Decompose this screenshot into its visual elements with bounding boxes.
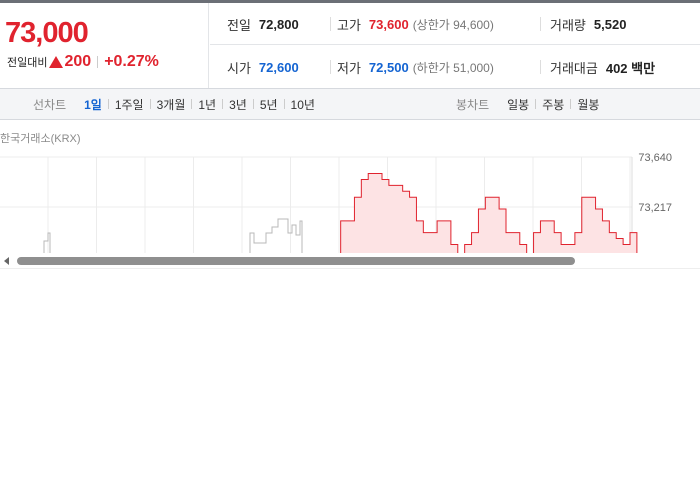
quote-details: 전일 72,800 고가 73,600 (상한가 94,600) 거래량 5,5… (210, 3, 700, 88)
tab-monthly-candle[interactable]: 월봉 (577, 97, 600, 112)
divider (97, 56, 99, 68)
y-tick-label: 73,217 (638, 202, 672, 214)
amount-cell: 거래대금 402 백만 (550, 46, 655, 88)
line-chart-title: 선차트 (33, 97, 67, 112)
amount-value: 402 백만 (605, 60, 656, 76)
tab-1w[interactable]: 1주일 (114, 97, 144, 112)
change-amount: 200 (64, 53, 92, 70)
divider (535, 99, 537, 109)
volume-cell: 거래량 5,520 (550, 3, 626, 45)
quote-row-2: 시가 72,600 저가 72,500 (하한가 51,000) 거래대금 40… (210, 46, 700, 88)
divider (191, 99, 193, 109)
prev-line-segment (43, 232, 51, 269)
quote-row-1: 전일 72,800 고가 73,600 (상한가 94,600) 거래량 5,5… (210, 3, 700, 45)
price-area (319, 173, 638, 269)
tab-3m[interactable]: 3개월 (156, 97, 186, 112)
low-label: 저가 (337, 60, 361, 76)
candle-chart-title: 봉차트 (456, 97, 490, 112)
open-cell: 시가 72,600 (227, 46, 299, 88)
prev-day-line (43, 218, 303, 269)
upper-limit: (상한가 94,600) (412, 17, 494, 32)
divider (330, 60, 331, 74)
chart-period-tabs: 선차트 1일 1주일 3개월 1년 3년 5년 10년 봉차트 일봉 주봉 월봉 (0, 89, 700, 120)
top-border (0, 0, 700, 3)
y-axis-ticks: 73,640 73,217 (638, 152, 672, 214)
prev-close-value: 72,800 (258, 16, 299, 32)
chart-scrollbar[interactable] (0, 253, 700, 269)
change-percent: +0.27% (104, 53, 159, 70)
prev-close-cell: 전일 72,800 (227, 3, 299, 45)
up-triangle-icon (49, 56, 64, 68)
divider (330, 17, 331, 31)
tab-daily-candle[interactable]: 일봉 (507, 97, 530, 112)
y-tick-label: 73,640 (638, 152, 672, 164)
tab-1y[interactable]: 1년 (198, 97, 217, 112)
divider (107, 99, 109, 109)
price-change: 전일대비 200 +0.27% (7, 53, 159, 71)
divider (222, 99, 224, 109)
volume-label: 거래량 (550, 17, 586, 33)
tab-1d[interactable]: 1일 (84, 97, 102, 112)
price-series-area (319, 173, 638, 269)
divider (252, 99, 254, 109)
divider (149, 99, 151, 109)
divider (540, 60, 541, 74)
lower-limit: (하한가 51,000) (412, 60, 494, 75)
amount-label: 거래대금 (550, 60, 598, 76)
high-cell: 고가 73,600 (상한가 94,600) (337, 3, 494, 45)
prev-close-label: 전일 (227, 17, 251, 33)
current-price: 73,000 (5, 17, 89, 49)
scroll-left-arrow-icon[interactable] (4, 257, 9, 265)
chart-plot: 73,640 73,217 (0, 152, 672, 269)
quote-panel: 73,000 전일대비 200 +0.27% 전일 72,800 고가 73,6… (0, 3, 700, 89)
tab-10y[interactable]: 10년 (290, 97, 315, 112)
change-label: 전일대비 (7, 57, 48, 69)
low-value: 72,500 (368, 59, 409, 75)
price-summary: 73,000 전일대비 200 +0.27% (0, 3, 209, 88)
high-label: 고가 (337, 17, 361, 33)
divider (570, 99, 572, 109)
open-label: 시가 (227, 60, 251, 76)
tab-3y[interactable]: 3년 (229, 97, 247, 112)
low-cell: 저가 72,500 (하한가 51,000) (337, 46, 494, 88)
open-value: 72,600 (258, 59, 299, 75)
tab-5y[interactable]: 5년 (259, 97, 278, 112)
high-value: 73,600 (368, 16, 409, 32)
divider (540, 17, 541, 31)
divider (283, 99, 285, 109)
tab-weekly-candle[interactable]: 주봉 (542, 97, 565, 112)
candle-chart-tabs: 봉차트 일봉 주봉 월봉 (456, 89, 605, 119)
price-chart: 한국거래소(KRX) 73,640 73,217 (0, 121, 700, 269)
chart-source: 한국거래소(KRX) (0, 133, 81, 145)
scroll-thumb[interactable] (17, 257, 575, 265)
line-chart-tabs: 선차트 1일 1주일 3개월 1년 3년 5년 10년 (33, 89, 321, 119)
prev-line-segment (249, 218, 303, 269)
volume-value: 5,520 (593, 16, 627, 32)
